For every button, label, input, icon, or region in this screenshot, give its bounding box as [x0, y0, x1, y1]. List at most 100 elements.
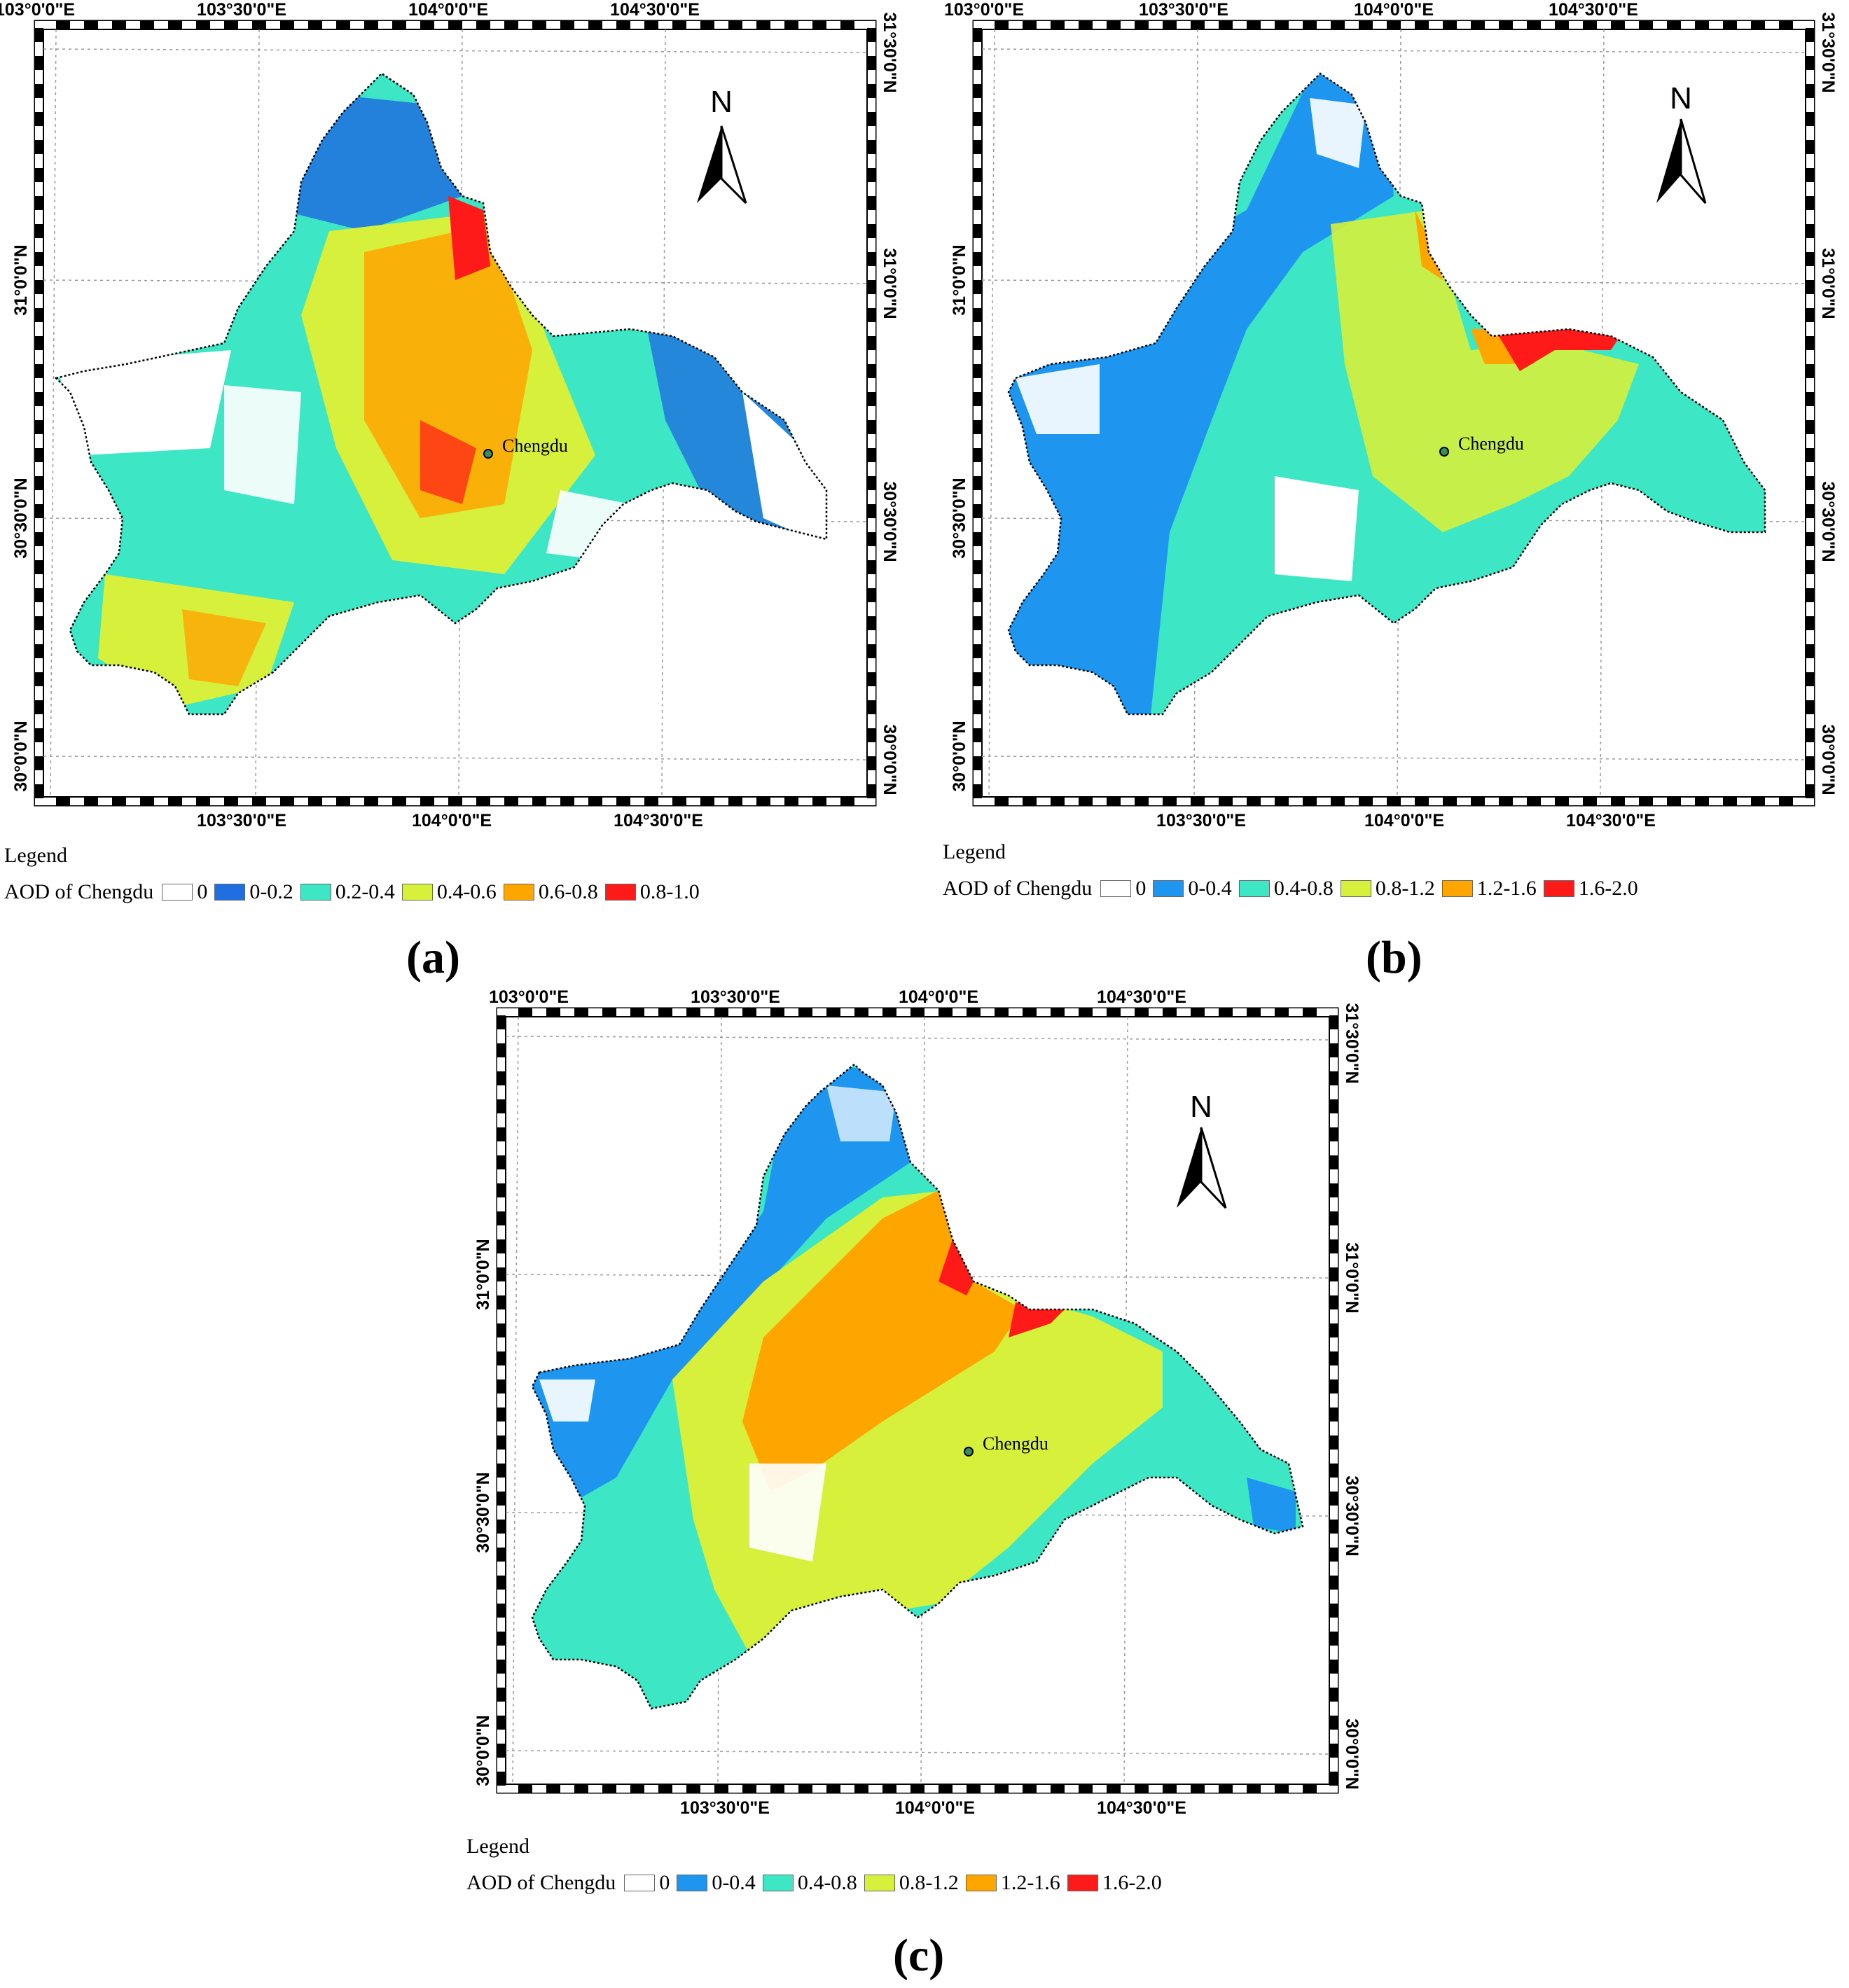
lat-label: 30°30'0"N: [473, 1472, 493, 1552]
boundary-c: [531, 1063, 1304, 1710]
lon-label: 104°0'0"E: [895, 1798, 975, 1818]
legend-item: 0.2-0.4: [335, 880, 395, 903]
north-label: N: [1190, 1090, 1212, 1124]
legend-item: 0: [197, 880, 208, 903]
legend-item: 0.6-0.8: [538, 880, 598, 903]
lon-label: 103°0'0"E: [944, 0, 1024, 20]
legend-item: 0-0.2: [249, 880, 293, 903]
lat-label: 30°0'0"N: [1818, 724, 1838, 795]
legend-swatch: [604, 884, 636, 901]
map-panel-b: N Chengdu 103°0'0"E 103°30'0"E 104°0'0"E…: [939, 0, 1849, 983]
lat-label: 31°0'0"N: [1342, 1242, 1362, 1313]
lon-label: 104°0'0"E: [408, 0, 488, 20]
city-marker: [964, 1447, 974, 1457]
legend-swatch: [1100, 880, 1132, 897]
legend-swatch: [1340, 880, 1371, 897]
panel-label-b: (b): [1366, 932, 1422, 983]
lon-label: 104°0'0"E: [1364, 811, 1444, 830]
legend-item: 1.2-1.6: [1000, 1871, 1060, 1894]
legend-swatch: [864, 1875, 895, 1891]
north-arrow-icon: N: [1656, 81, 1707, 204]
legend-swatch: [214, 884, 246, 901]
map-frame-b: N Chengdu 103°0'0"E 103°30'0"E 104°0'0"E…: [944, 0, 1838, 830]
legend-swatch: [162, 884, 193, 901]
panel-label-a: (a): [406, 932, 460, 983]
legend-item: 0.8-1.0: [639, 880, 700, 903]
lon-label: 104°0'0"E: [899, 987, 978, 1007]
lon-label: 104°0'0"E: [1354, 0, 1434, 20]
legend-swatch: [965, 1875, 997, 1891]
lon-label: 104°30'0"E: [1097, 1798, 1186, 1818]
legend-title: Legend: [943, 840, 1006, 863]
legend-item: 1.6-2.0: [1102, 1871, 1162, 1894]
lat-label: 30°30'0"N: [950, 478, 969, 558]
north-arrow-icon: N: [697, 85, 747, 204]
lon-label: 104°30'0"E: [614, 811, 703, 830]
lat-label: 30°0'0"N: [1342, 1718, 1362, 1789]
lon-label: 104°30'0"E: [610, 0, 700, 20]
map-frame-c: N Chengdu 103°0'0"E 103°30'0"E 104°0'0"E…: [473, 987, 1362, 1818]
lat-label: 30°30'0"N: [1342, 1475, 1362, 1556]
lat-label: 30°30'0"N: [880, 481, 899, 562]
legend-item: 0.8-1.2: [899, 1871, 959, 1894]
city-label: Chengdu: [502, 436, 568, 456]
map-frame-a: N Chengdu 103°0'0"E 103°30'0"E 104°0'0"E…: [0, 0, 899, 830]
city-marker: [483, 449, 493, 459]
legend-item: 0.4-0.8: [797, 1871, 857, 1894]
legend-swatch: [1441, 880, 1473, 897]
lon-label: 104°30'0"E: [1549, 0, 1638, 20]
lat-label: 31°0'0"N: [880, 248, 899, 319]
lat-label: 31°30'0"N: [880, 12, 899, 92]
legend-swatch: [624, 1875, 656, 1891]
legend-item: 0.4-0.8: [1273, 877, 1334, 900]
legend-item: 0: [1135, 877, 1147, 900]
legend-item: 0-0.4: [712, 1871, 756, 1894]
legend-swatch: [677, 1875, 708, 1891]
map-panel-a: N Chengdu 103°0'0"E 103°30'0"E 104°0'0"E…: [0, 0, 910, 983]
legend-title: Legend: [4, 844, 67, 867]
legend-layer-label: AOD of Chengdu: [466, 1871, 616, 1894]
lat-label: 30°0'0"N: [11, 721, 31, 791]
lat-label: 31°0'0"N: [11, 244, 31, 315]
legend-title: Legend: [466, 1835, 529, 1858]
lat-label: 30°30'0"N: [1818, 481, 1838, 562]
legend-swatch: [401, 884, 433, 901]
city-label: Chengdu: [983, 1433, 1048, 1454]
lon-label: 103°0'0"E: [489, 987, 569, 1007]
legend-swatch: [503, 884, 534, 901]
legend-swatch: [762, 1875, 794, 1891]
lat-label: 31°0'0"N: [1818, 248, 1838, 319]
lat-label: 30°0'0"N: [950, 721, 969, 791]
lon-label: 103°0'0"E: [0, 0, 75, 20]
legend-swatch: [300, 884, 331, 901]
legend-swatch: [1153, 880, 1184, 897]
lat-label: 30°0'0"N: [473, 1715, 493, 1786]
lat-label: 31°30'0"N: [1818, 12, 1838, 92]
lat-label: 30°0'0"N: [880, 724, 899, 795]
lat-label: 30°30'0"N: [11, 478, 31, 558]
lon-label: 103°30'0"E: [197, 0, 286, 20]
lat-label: 31°0'0"N: [950, 244, 969, 315]
north-label: N: [710, 85, 733, 119]
legend-item: 1.2-1.6: [1476, 877, 1537, 900]
map-panel-c: N Chengdu 103°0'0"E 103°30'0"E 104°0'0"E…: [462, 987, 1373, 1981]
lon-label: 104°0'0"E: [412, 811, 492, 830]
north-label: N: [1670, 81, 1692, 116]
lon-label: 103°30'0"E: [1156, 811, 1246, 830]
legend-swatch: [1238, 880, 1270, 897]
legend-item: 0.4-0.6: [436, 880, 497, 903]
legend-layer-label: AOD of Chengdu: [4, 880, 154, 903]
city-marker: [1439, 447, 1449, 457]
legend-item: 0-0.4: [1188, 877, 1232, 900]
legend-item: 0: [659, 1871, 670, 1894]
legend-swatch: [1067, 1875, 1098, 1891]
lon-label: 104°30'0"E: [1566, 811, 1656, 830]
panel-label-c: (c): [893, 1930, 945, 1981]
lat-label: 31°30'0"N: [1342, 1003, 1362, 1083]
lon-label: 103°30'0"E: [1139, 0, 1228, 20]
lat-label: 31°0'0"N: [473, 1239, 493, 1309]
legend-row: AOD of Chengdu 0 0-0.2 0.2-0.4 0.4-0.6 0…: [4, 880, 704, 904]
north-arrow-icon: N: [1177, 1090, 1227, 1209]
lon-label: 104°30'0"E: [1097, 987, 1186, 1007]
legend-item: 1.6-2.0: [1578, 877, 1638, 900]
